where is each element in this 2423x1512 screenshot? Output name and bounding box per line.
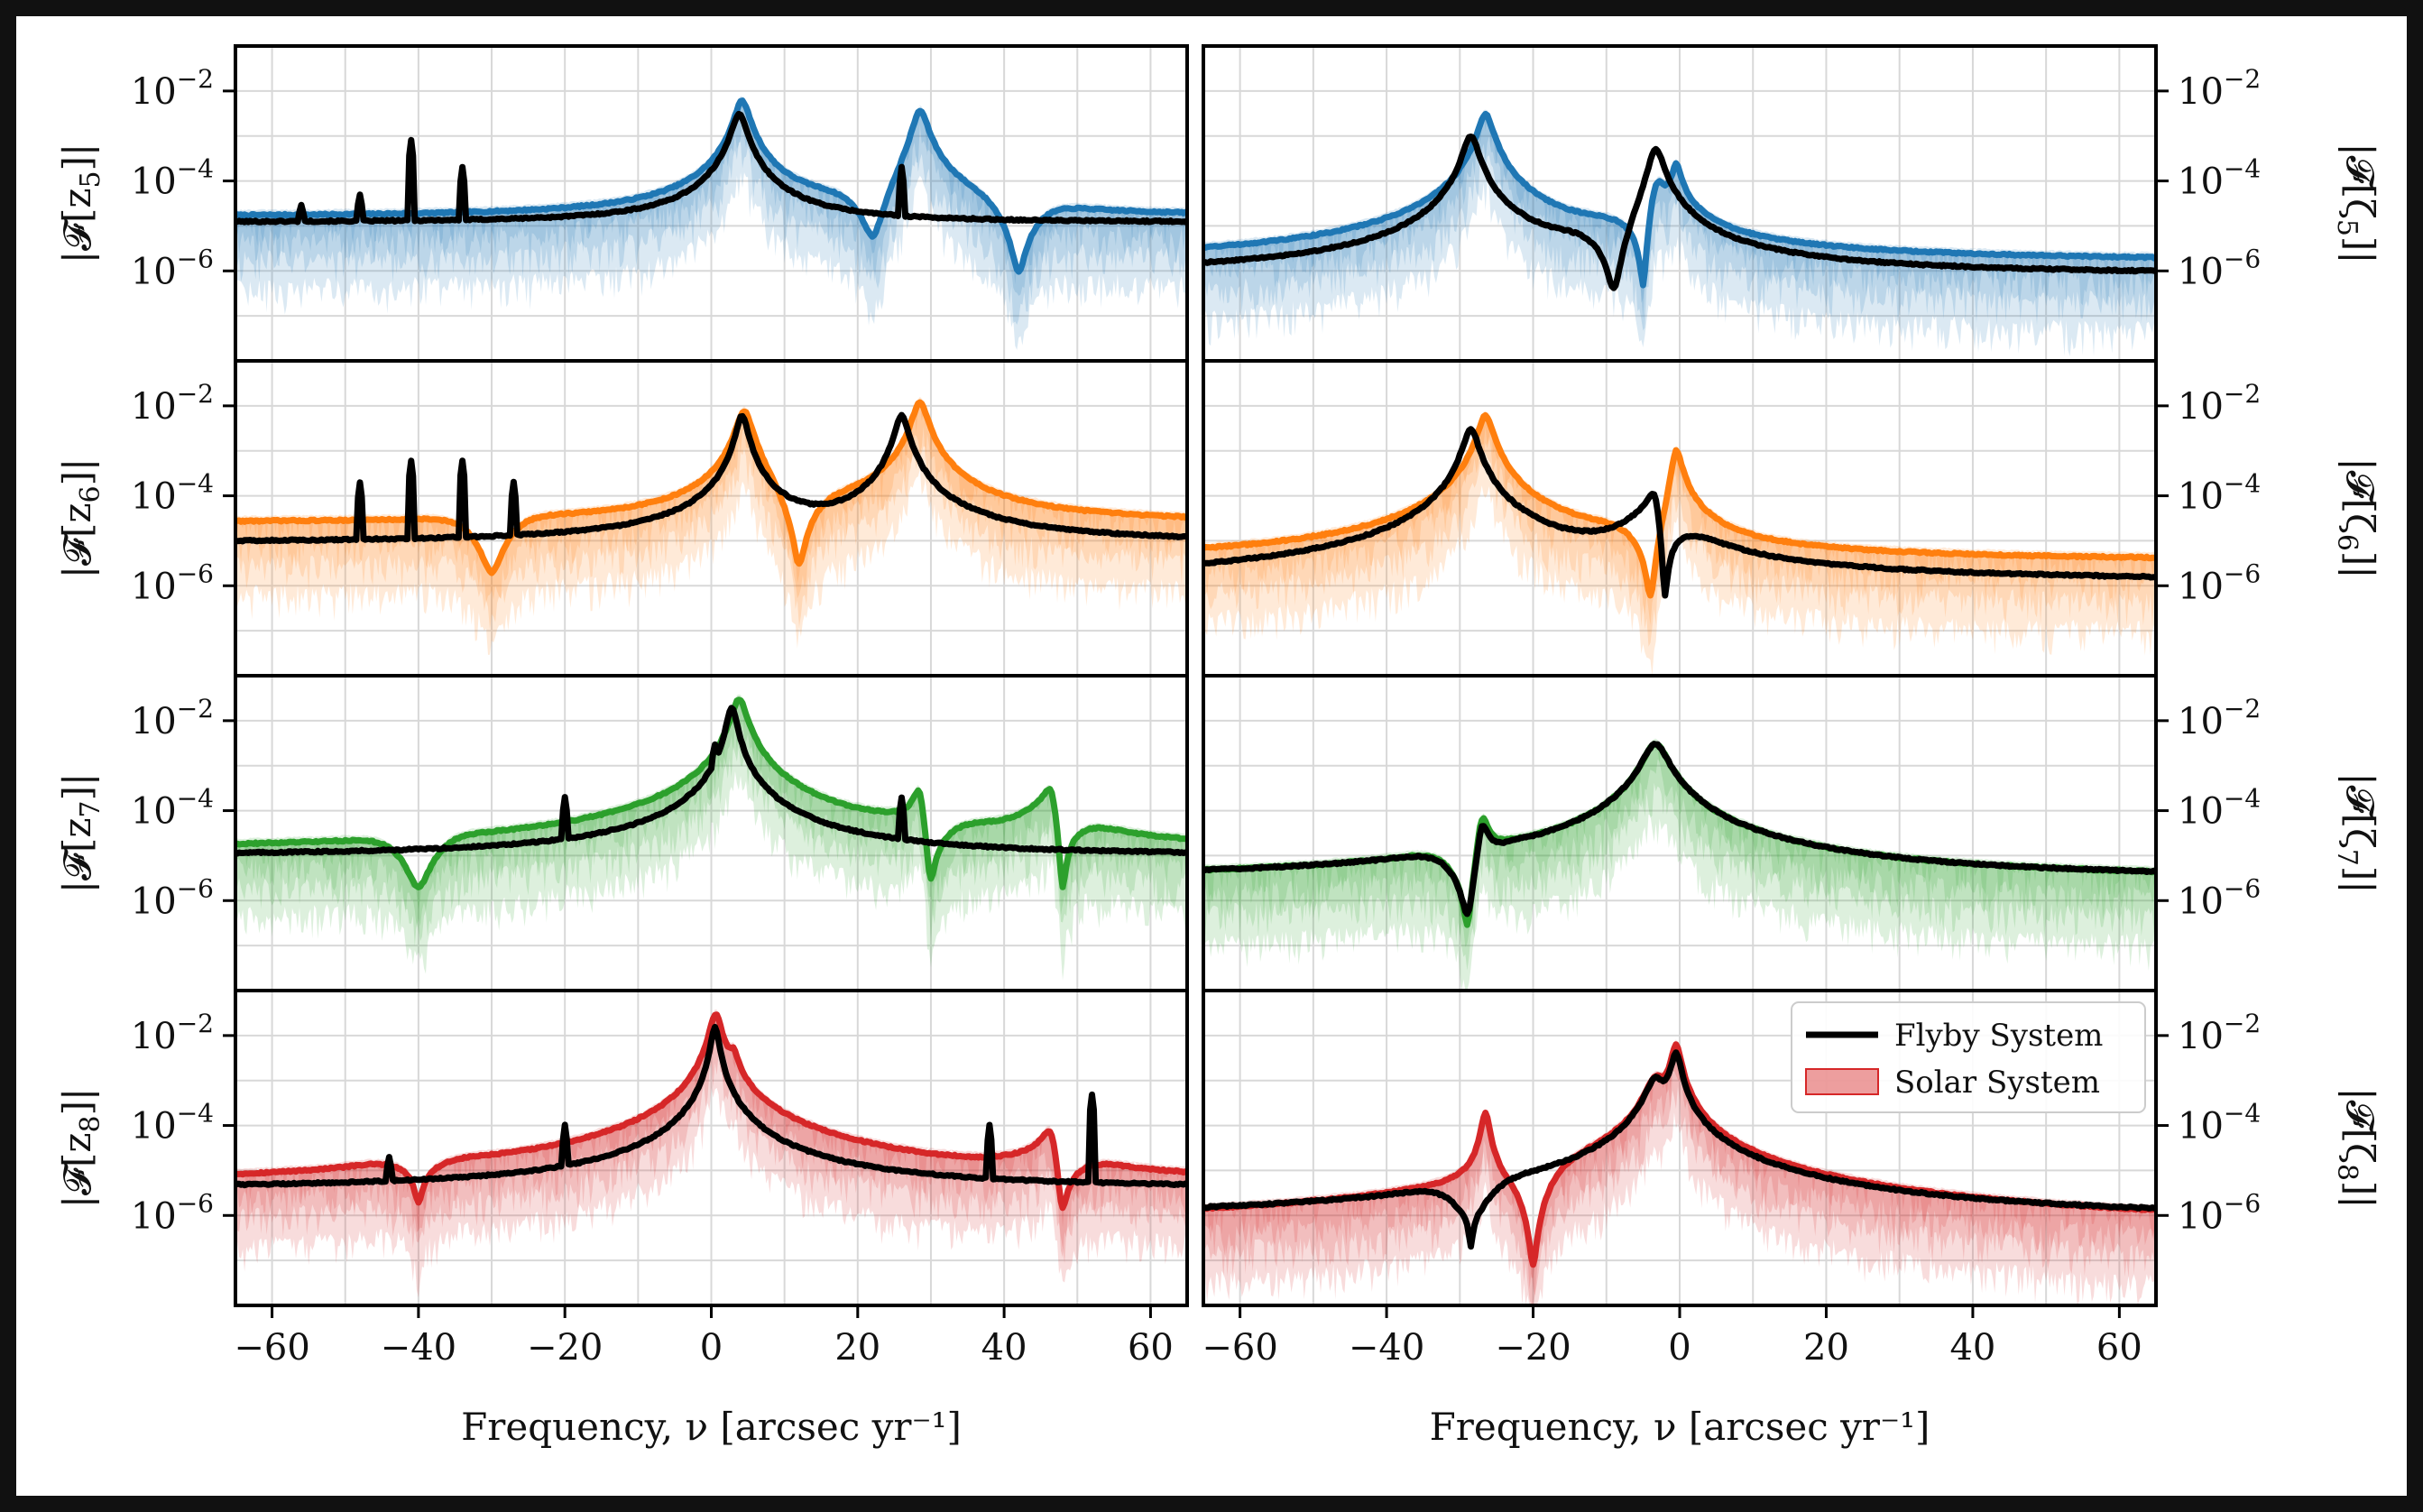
y-tick-label: 10−4 — [2178, 784, 2261, 833]
x-axis-label: Frequency, ν [arcsec yr⁻¹] — [461, 1405, 962, 1449]
solar-band — [1203, 115, 2156, 331]
solar-band — [235, 101, 1187, 350]
solar-band — [1203, 744, 2156, 947]
y-axis-label-z7: |𝓕[z7]| — [55, 773, 106, 893]
figure: 10−2 10−4 10−6 |𝓕[z5]| 10−2 10−4 10−6 |𝓕[z6]| 10… — [16, 16, 2407, 1496]
solar-band — [235, 1014, 1187, 1264]
y-tick-label: 10−2 — [2178, 64, 2261, 113]
flyby-line — [234, 411, 1189, 545]
y-tick-label: 10−4 — [131, 154, 214, 203]
solar-line — [234, 97, 1189, 275]
y-axis-label-c6: |𝓕[ζ6]| — [2331, 458, 2382, 579]
x-tick-label: −60 — [234, 1327, 309, 1369]
solar-band — [1203, 115, 2156, 356]
flyby-line — [234, 110, 1190, 226]
y-tick-label: 10−6 — [131, 1188, 214, 1237]
solar-band — [1203, 1045, 2156, 1305]
flyby-line — [1202, 134, 2158, 291]
solar-band — [235, 698, 1187, 981]
x-tick-label: −40 — [1349, 1327, 1424, 1369]
solar-band — [1203, 1039, 2156, 1278]
solar-band — [1203, 743, 2156, 971]
y-tick-label: 10−2 — [2178, 694, 2261, 742]
panel-z6: 10−2 10−4 10−6 |𝓕[z6]| — [55, 359, 1189, 678]
solar-band — [1203, 416, 2156, 647]
panel-z7: 10−2 10−4 10−6 |𝓕[z7]| — [55, 674, 1189, 992]
legend-label: Solar System — [1894, 1065, 2100, 1101]
x-tick-label: 60 — [1128, 1327, 1174, 1369]
panel-z8: 10−2 10−4 10−6 |𝓕[z8]| — [55, 989, 1189, 1307]
y-axis-label-c5: |𝓕[ζ5]| — [2331, 143, 2382, 264]
y-tick-label: 10−6 — [2178, 873, 2261, 922]
y-tick-label: 10−6 — [2178, 244, 2261, 292]
legend-swatch-band — [1805, 1068, 1879, 1095]
solar-band — [1203, 114, 2156, 319]
y-tick-label: 10−4 — [2178, 154, 2261, 203]
panel-c7: 10−2 10−4 10−6 |𝓕[ζ7]| — [1202, 674, 2382, 992]
x-axis-label: Frequency, ν [arcsec yr⁻¹] — [1430, 1405, 1930, 1449]
y-tick-label: 10−2 — [131, 1009, 214, 1057]
y-tick-label: 10−6 — [2178, 1188, 2261, 1237]
x-tick-label: 20 — [834, 1327, 880, 1369]
y-tick-label: 10−6 — [131, 558, 214, 607]
solar-line — [234, 399, 1189, 576]
x-tick-label: 20 — [1803, 1327, 1849, 1369]
y-tick-label: 10−4 — [131, 1099, 214, 1148]
y-tick-label: 10−4 — [2178, 469, 2261, 518]
y-axis-label-z5: |𝓕[z5]| — [55, 143, 106, 263]
solar-band — [1203, 1045, 2156, 1305]
solar-line — [1202, 411, 2158, 599]
solar-band — [235, 402, 1187, 631]
y-tick-label: 10−6 — [131, 244, 214, 292]
x-tick-label: 40 — [981, 1327, 1027, 1369]
x-tick-label: 0 — [700, 1327, 723, 1369]
flyby-line — [234, 1023, 1189, 1189]
y-axis-label-c8: |𝓕[ζ8]| — [2331, 1088, 2382, 1209]
x-tick-label: 0 — [1668, 1327, 1691, 1369]
solar-band — [235, 401, 1187, 604]
flyby-line — [1202, 1049, 2158, 1250]
solar-band — [235, 401, 1187, 655]
y-tick-label: 10−2 — [131, 379, 214, 428]
solar-band — [235, 1014, 1187, 1298]
y-tick-label: 10−6 — [2178, 558, 2261, 607]
y-axis-label-c7: |𝓕[ζ7]| — [2331, 773, 2382, 894]
legend-label: Flyby System — [1894, 1018, 2103, 1054]
x-tick-label: 40 — [1949, 1327, 1995, 1369]
y-axis-label-z6: |𝓕[z6]| — [55, 458, 106, 578]
legend-box — [1791, 1001, 2146, 1113]
x-tick-label: −40 — [381, 1327, 456, 1369]
y-tick-label: 10−2 — [2178, 379, 2261, 428]
y-tick-label: 10−4 — [2178, 1099, 2261, 1148]
y-tick-label: 10−2 — [131, 64, 214, 113]
flyby-line — [234, 705, 1189, 857]
flyby-line — [1202, 741, 2159, 917]
solar-band — [1203, 744, 2156, 991]
panel-c5: 10−2 10−4 10−6 |𝓕[ζ5]| — [1202, 44, 2382, 363]
spectra-chart: 10−210−410−6|𝓕[z5]|10−210−410−6|𝓕[z6]|10… — [55, 44, 2382, 1449]
solar-band — [235, 96, 1187, 285]
y-tick-label: 10−4 — [131, 784, 214, 833]
solar-line — [1202, 110, 2158, 289]
y-tick-label: 10−2 — [131, 694, 214, 742]
y-tick-label: 10−6 — [131, 873, 214, 922]
y-tick-label: 10−2 — [2178, 1009, 2261, 1057]
legend: Flyby System Solar System — [1791, 1001, 2146, 1113]
x-tick-label: 60 — [2096, 1327, 2142, 1369]
panel-c6: 10−2 10−4 10−6 |𝓕[ζ6]| — [1202, 359, 2382, 678]
x-tick-label: −20 — [527, 1327, 603, 1369]
x-tick-label: −60 — [1202, 1327, 1277, 1369]
y-tick-label: 10−4 — [131, 469, 214, 518]
flyby-line — [1202, 426, 2158, 599]
x-tick-label: −20 — [1495, 1327, 1571, 1369]
y-axis-label-z8: |𝓕[z8]| — [55, 1088, 106, 1208]
panel-z5: 10−2 10−4 10−6 |𝓕[z5]| — [55, 44, 1190, 363]
solar-band — [235, 1014, 1187, 1258]
solar-band — [1203, 416, 2156, 676]
